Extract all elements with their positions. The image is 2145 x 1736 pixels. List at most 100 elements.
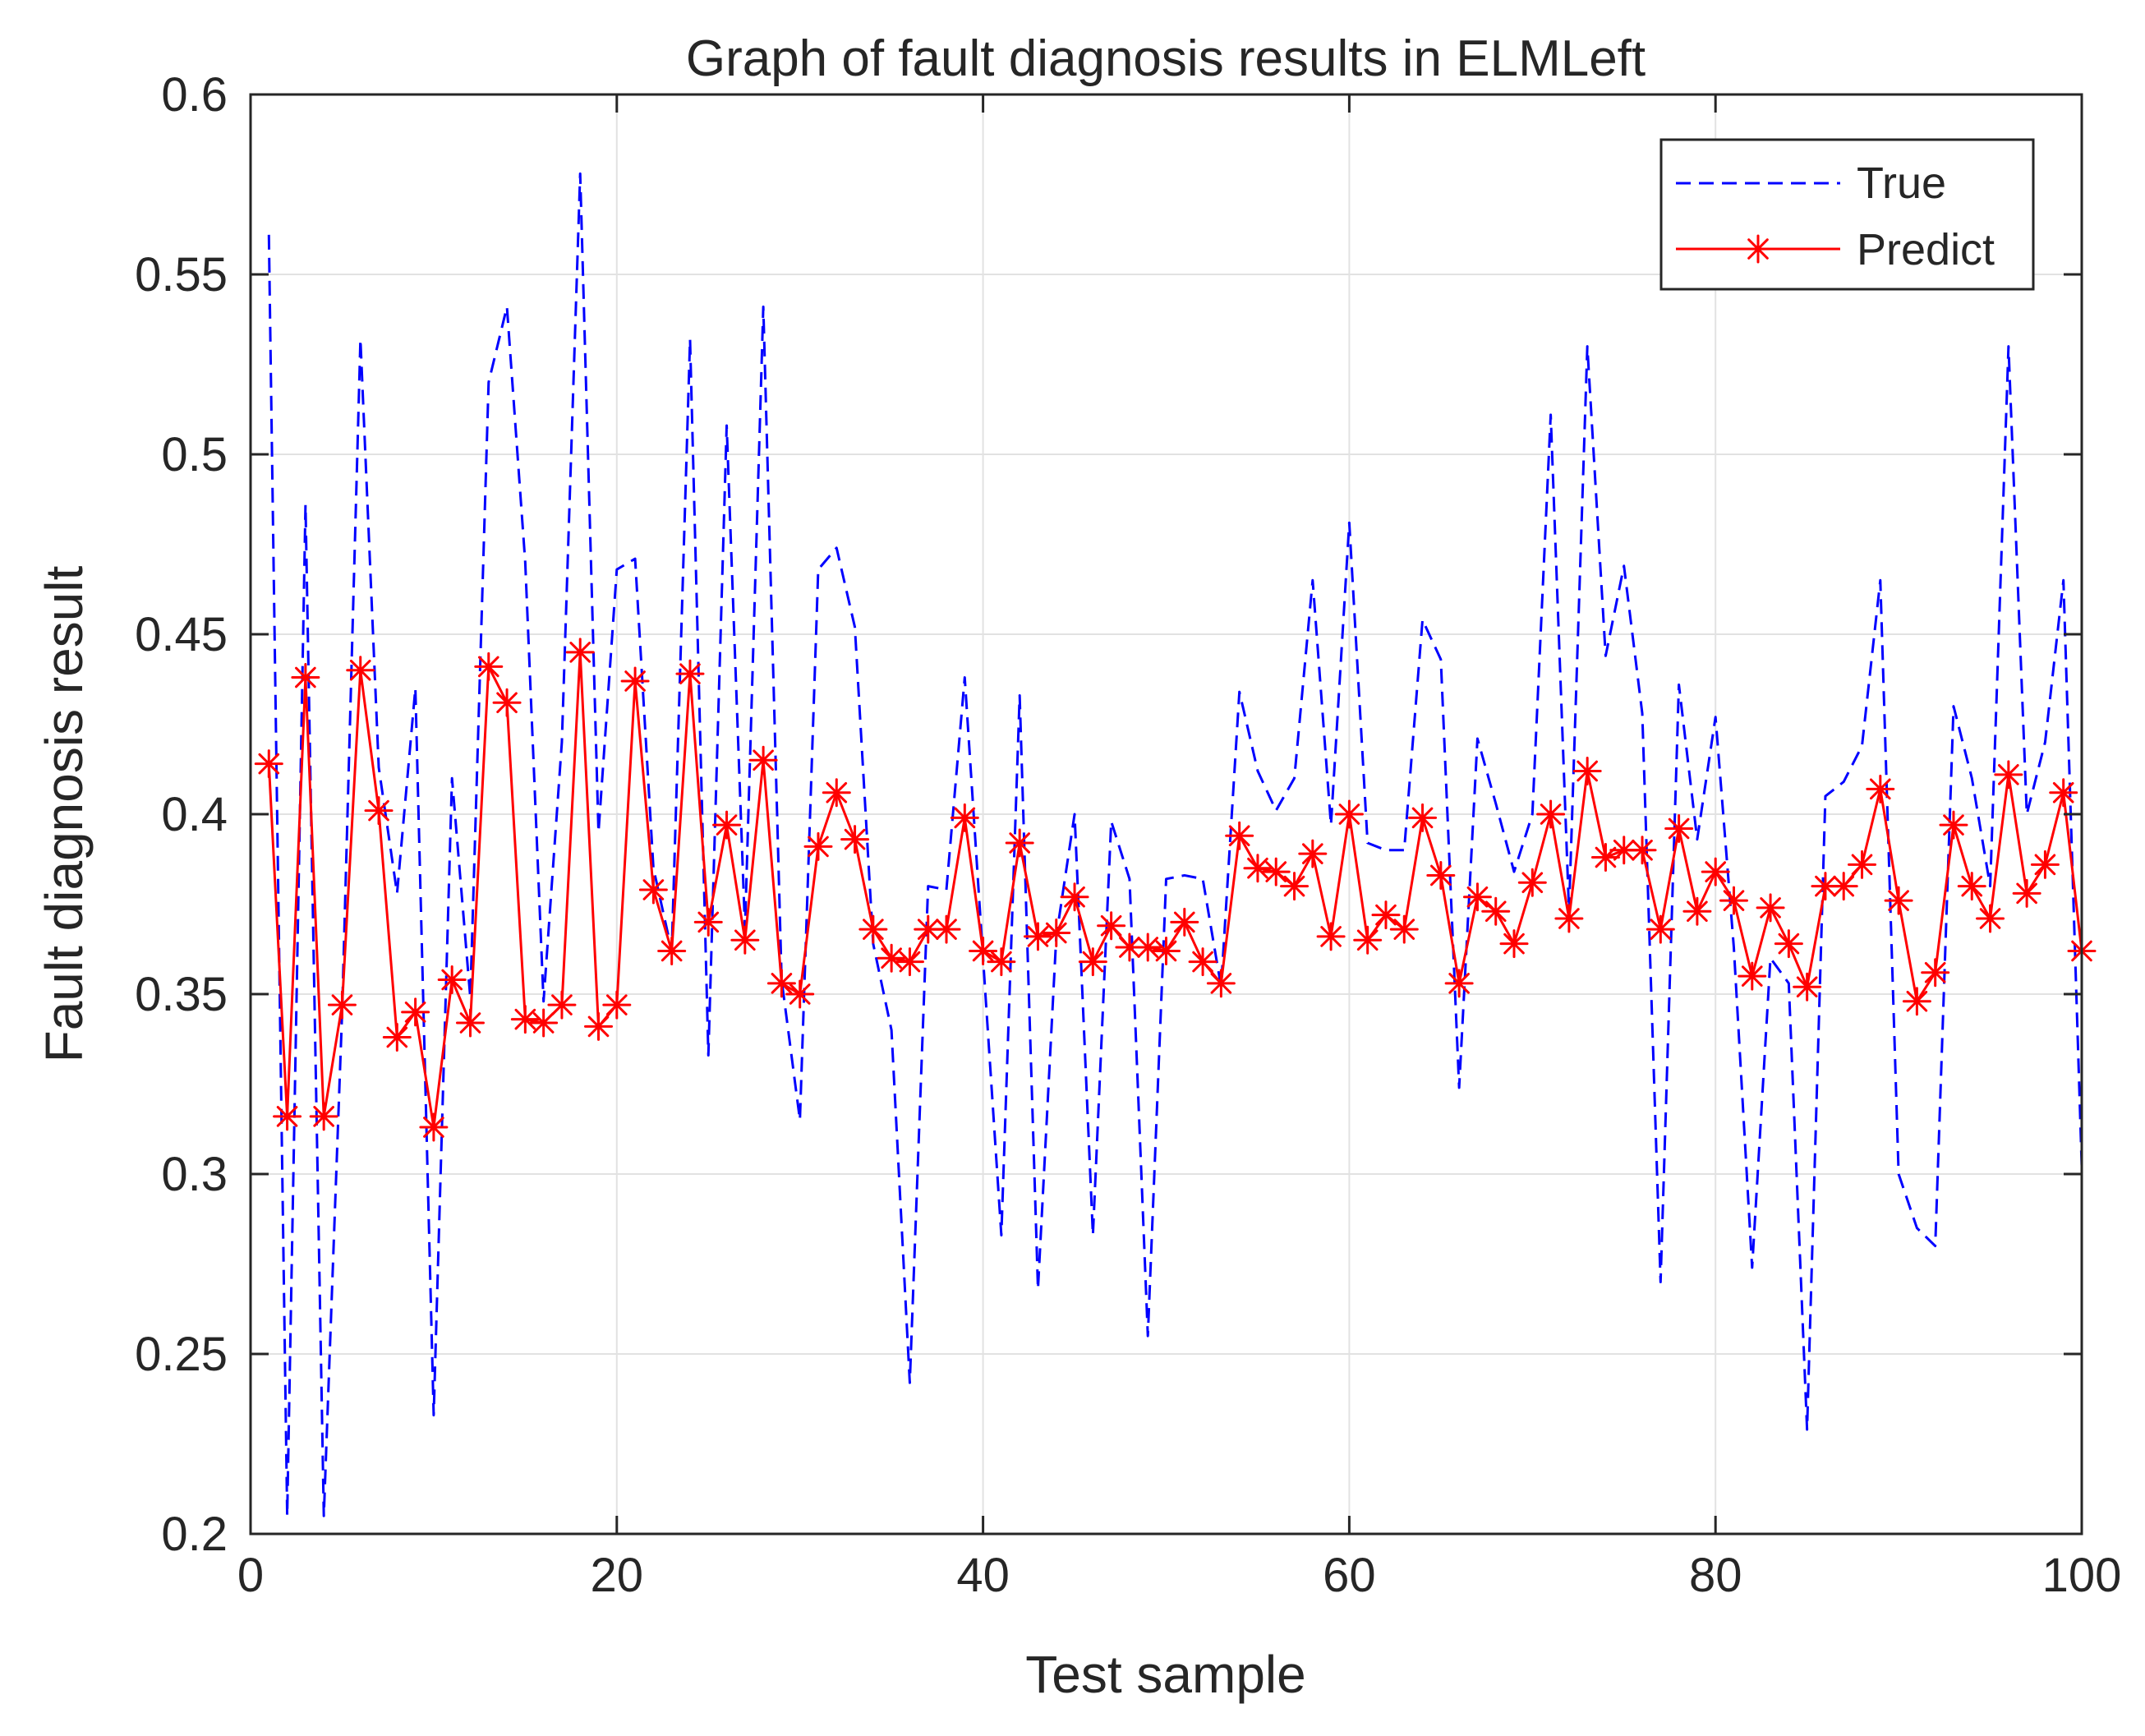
- x-tick-label: 60: [1323, 1549, 1376, 1602]
- predict-point: [1133, 932, 1162, 962]
- predict-point: [1701, 857, 1730, 886]
- predict-point: [1152, 936, 1181, 965]
- predict-point: [584, 1011, 614, 1041]
- predict-point: [2049, 778, 2078, 808]
- y-axis-label: Fault diagnosis result: [35, 565, 94, 1062]
- y-tick-label: 0.6: [161, 68, 228, 122]
- predict-point: [950, 803, 979, 832]
- predict-point: [1023, 922, 1052, 951]
- predict-point: [1554, 904, 1584, 933]
- predict-point: [1426, 860, 1456, 890]
- legend-predict-label: Predict: [1857, 225, 1995, 274]
- predict-point: [1902, 987, 1931, 1016]
- y-tick-label: 0.25: [135, 1328, 228, 1381]
- y-tick-label: 0.3: [161, 1148, 228, 1201]
- legend-predict-asterisk: [1743, 234, 1773, 264]
- predict-point: [877, 943, 906, 973]
- predict-point: [437, 965, 467, 994]
- predict-point: [1042, 919, 1071, 948]
- predict-point: [730, 925, 760, 955]
- predict-point: [675, 659, 705, 688]
- predict-point: [382, 1023, 412, 1052]
- predict-point: [419, 1112, 449, 1142]
- predict-point: [785, 979, 815, 1009]
- predict-point: [364, 796, 394, 826]
- y-tick-label: 0.2: [161, 1508, 228, 1561]
- predict-point: [510, 1005, 540, 1034]
- predict-point: [1682, 896, 1712, 926]
- predict-point: [1097, 911, 1126, 941]
- predict-point: [529, 1008, 559, 1038]
- series-predict-line: [267, 651, 2083, 1129]
- predict-point: [1499, 929, 1529, 959]
- x-tick-label: 20: [591, 1549, 644, 1602]
- predict-point: [1517, 868, 1547, 897]
- predict-point: [914, 914, 943, 944]
- predict-point: [620, 666, 650, 696]
- predict-point: [1170, 907, 1199, 937]
- predict-point: [1664, 814, 1694, 844]
- predict-point: [1206, 969, 1236, 998]
- predict-point: [1590, 843, 1620, 873]
- predict-point: [693, 907, 723, 937]
- predict-point: [1627, 836, 1657, 865]
- predict-point: [858, 914, 888, 944]
- predict-point: [638, 875, 668, 905]
- predict-point: [273, 1102, 302, 1131]
- predict-point: [1243, 854, 1273, 883]
- predict-point: [987, 947, 1016, 977]
- predict-point: [492, 688, 522, 717]
- predict-point: [1793, 972, 1822, 1002]
- predict-point: [1188, 947, 1217, 977]
- predict-point: [1353, 925, 1383, 955]
- predict-point: [1719, 886, 1748, 915]
- predict-point: [969, 936, 998, 965]
- predict-point: [1280, 872, 1310, 901]
- predict-point: [1774, 929, 1803, 959]
- predict-point: [712, 810, 742, 840]
- predict-point: [1829, 872, 1858, 901]
- y-tick-label: 0.35: [135, 968, 228, 1021]
- predict-point: [346, 656, 375, 685]
- predict-point: [547, 990, 577, 1020]
- predict-point: [1261, 857, 1291, 886]
- predict-point: [766, 969, 796, 998]
- predict-point: [1957, 872, 1986, 901]
- predict-point: [1976, 904, 2005, 933]
- predict-point: [822, 778, 851, 808]
- predict-point: [1334, 799, 1364, 829]
- predict-point: [1884, 886, 1913, 915]
- predict-point: [1316, 922, 1346, 951]
- predict-point: [1389, 914, 1419, 944]
- predict-point: [327, 990, 357, 1020]
- predict-point: [1371, 900, 1401, 930]
- y-tick-label: 0.5: [161, 428, 228, 481]
- x-tick-label: 100: [2042, 1549, 2122, 1602]
- predict-point: [803, 831, 833, 861]
- predict-point: [1646, 914, 1675, 944]
- legend-predict-marker: [1743, 234, 1773, 264]
- predict-point: [2012, 878, 2041, 908]
- predict-point: [602, 990, 632, 1020]
- predict-point: [1408, 803, 1438, 832]
- predict-point: [309, 1102, 338, 1131]
- predict-point: [1921, 958, 1950, 988]
- predict-point: [1005, 828, 1034, 858]
- y-tick-label: 0.55: [135, 248, 228, 302]
- predict-point: [1848, 850, 1877, 879]
- predict-point: [1462, 882, 1492, 912]
- x-tick-label: 0: [237, 1549, 264, 1602]
- predict-point: [1756, 893, 1785, 923]
- tick-labels: 0 20 40 60 80 100 0.2 0.25 0.3 0.35 0.4 0.45 0.5 0.55…: [135, 68, 2121, 1602]
- x-tick-label: 40: [956, 1549, 1010, 1602]
- predict-point: [291, 663, 320, 693]
- x-tick-label: 80: [1689, 1549, 1742, 1602]
- predict-point: [1866, 774, 1895, 804]
- predict-point: [254, 749, 283, 779]
- predict-point: [1811, 872, 1840, 901]
- y-tick-label: 0.4: [161, 788, 228, 841]
- predict-point: [1738, 961, 1767, 991]
- predict-point: [932, 914, 961, 944]
- predict-point: [840, 825, 870, 854]
